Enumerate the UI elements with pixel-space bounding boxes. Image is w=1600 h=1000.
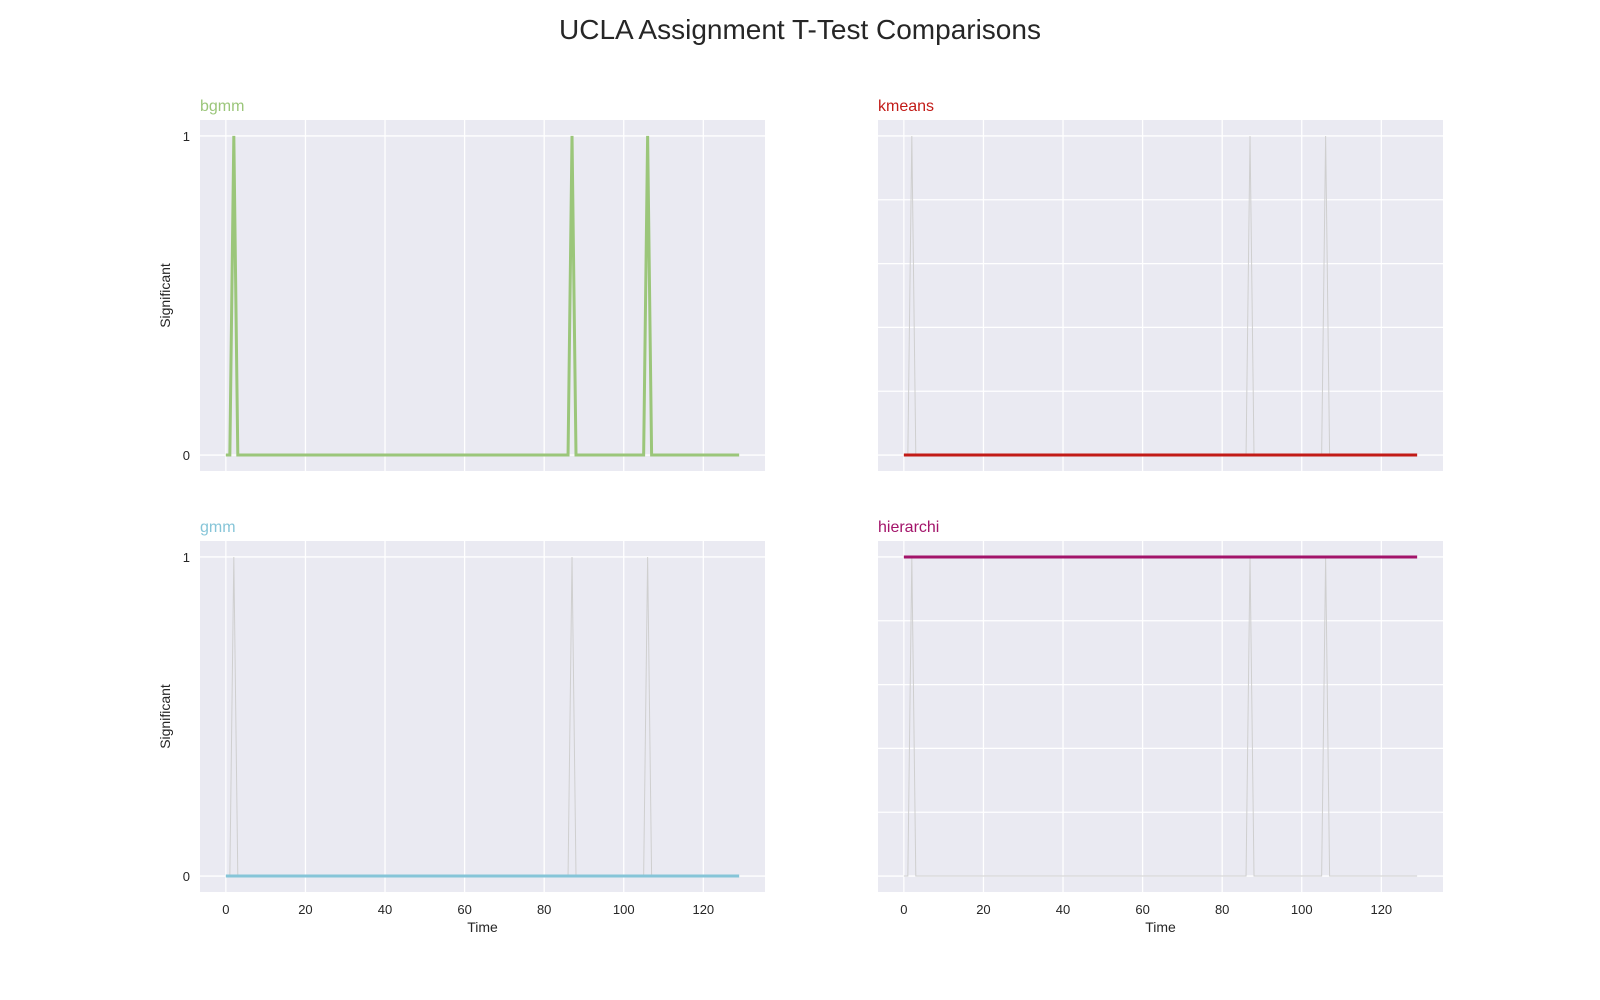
x-tick-label: 120 xyxy=(692,902,714,917)
plot-area-background xyxy=(878,120,1443,471)
x-tick-label: 120 xyxy=(1370,902,1392,917)
x-axis-label: Time xyxy=(467,919,498,935)
panel-title: kmeans xyxy=(878,98,934,115)
plot-area-background xyxy=(878,541,1443,892)
series-line-bgmm xyxy=(225,135,740,457)
x-tick-label: 100 xyxy=(1291,902,1313,917)
y-tick-label: 1 xyxy=(183,550,190,565)
x-tick-label: 0 xyxy=(900,902,907,917)
plot-area-background xyxy=(200,541,765,892)
x-tick-label: 40 xyxy=(378,902,392,917)
reference-line xyxy=(903,135,1418,456)
x-tick-label: 80 xyxy=(1215,902,1229,917)
x-tick-label: 40 xyxy=(1056,902,1070,917)
plot-area-background xyxy=(200,120,765,471)
chart-panel-hierarchi: hierarchi 0 20 40 60 80 100 120 Time xyxy=(878,519,1443,935)
y-axis-label: Significant xyxy=(157,684,173,749)
chart-panel-bgmm: bgmm 0 1 Significant xyxy=(157,98,765,471)
y-tick-label: 1 xyxy=(183,129,190,144)
panel-title: bgmm xyxy=(200,98,244,115)
chart-panel-kmeans: kmeans xyxy=(878,98,1443,471)
x-tick-label: 0 xyxy=(222,902,229,917)
y-tick-label: 0 xyxy=(183,448,190,463)
panel-title: gmm xyxy=(200,519,236,536)
x-tick-label: 80 xyxy=(537,902,551,917)
x-tick-label: 60 xyxy=(457,902,471,917)
x-axis-label: Time xyxy=(1145,919,1176,935)
x-tick-label: 60 xyxy=(1135,902,1149,917)
x-tick-label: 20 xyxy=(298,902,312,917)
x-tick-label: 100 xyxy=(613,902,635,917)
y-axis-label: Significant xyxy=(157,263,173,328)
panel-title: hierarchi xyxy=(878,519,939,536)
y-tick-label: 0 xyxy=(183,869,190,884)
x-tick-label: 20 xyxy=(976,902,990,917)
reference-line xyxy=(225,556,740,877)
figure-title: UCLA Assignment T-Test Comparisons xyxy=(559,14,1041,45)
